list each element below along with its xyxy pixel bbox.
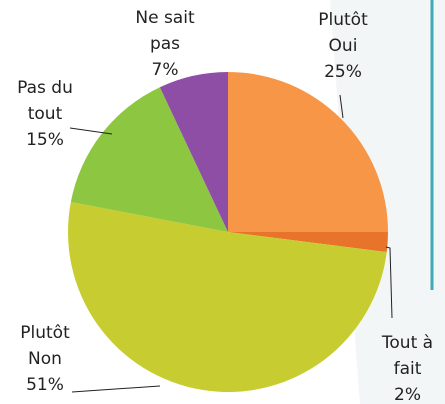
value-label: 15% <box>26 130 64 150</box>
value-label: 7% <box>151 60 179 80</box>
pie-slice <box>70 87 228 233</box>
slice-label: Tout à fait 2% <box>370 330 445 404</box>
slice-label: Plutôt Non 51% <box>10 320 80 398</box>
leader-line <box>339 94 344 119</box>
value-label: 2% <box>394 385 421 404</box>
leader-line <box>385 246 393 319</box>
slice-label: Plutôt Oui 25% <box>308 7 378 85</box>
pie-slice <box>159 72 228 232</box>
value-label: 51% <box>26 375 64 395</box>
category: Tout à fait <box>381 333 434 379</box>
slices <box>67 72 388 393</box>
pie-slice <box>228 232 388 253</box>
slice-label: Ne sait pas 7% <box>125 5 205 83</box>
category: Plutôt Oui <box>318 10 368 56</box>
category: Plutôt Non <box>20 323 70 369</box>
slice-label: Pas du tout 15% <box>6 75 84 153</box>
category: Pas du tout <box>17 78 73 124</box>
category: Ne sait pas <box>135 8 195 54</box>
leader-line <box>71 385 161 393</box>
value-label: 25% <box>324 62 362 82</box>
leader-line <box>69 127 113 135</box>
pie-slice <box>228 72 388 232</box>
pie-slice <box>67 202 387 393</box>
